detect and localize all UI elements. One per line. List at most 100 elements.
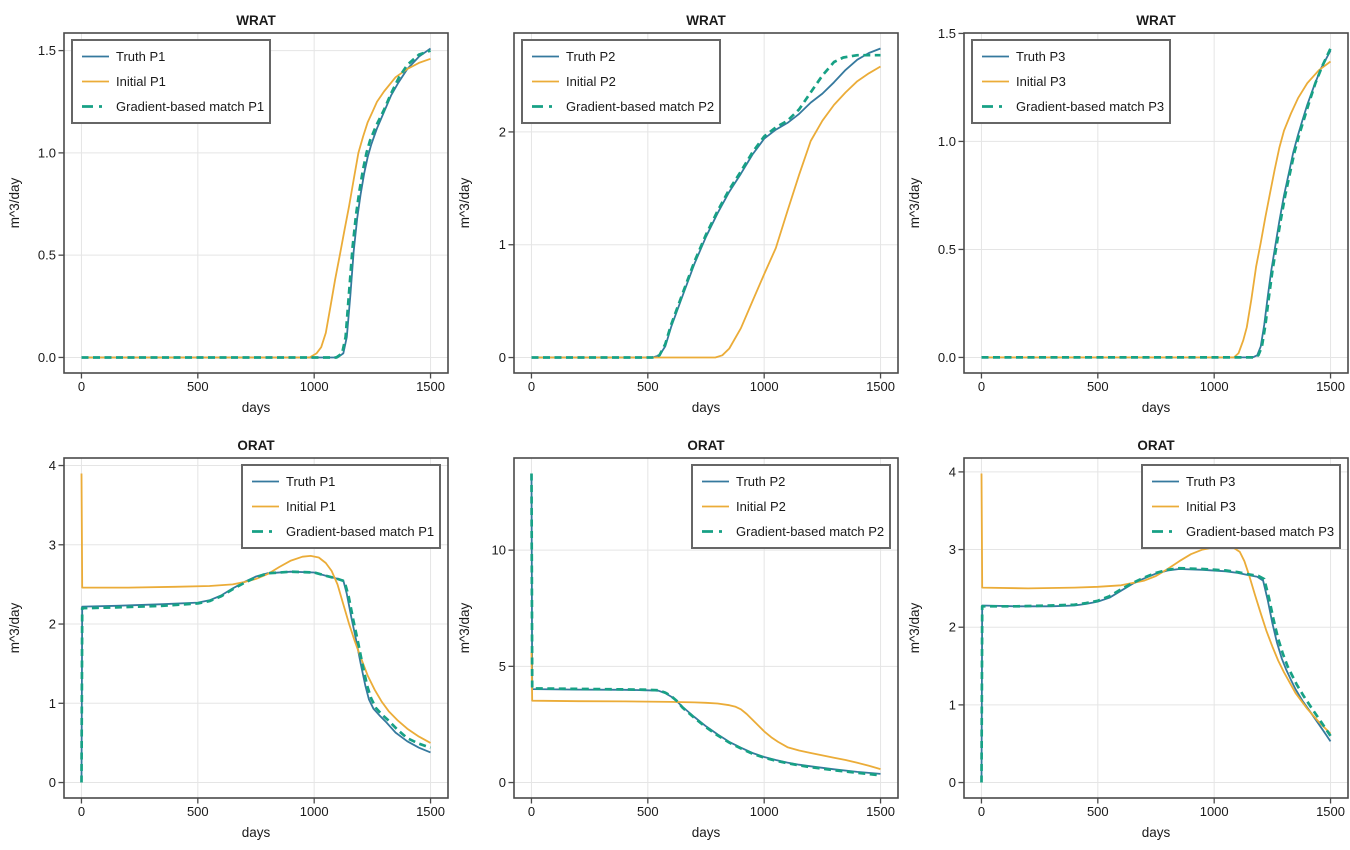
x-tick-label: 500 xyxy=(637,379,659,394)
y-tick-label: 3 xyxy=(949,542,956,557)
subplot-wrat-p3: 0 500 1000 1500 0.0 0.5 1.0 1.5 WRAT days m^3/day T… xyxy=(900,0,1350,425)
legend: Truth P1 Initial P1 Gradient-based match P… xyxy=(71,39,271,124)
legend-label: Gradient-based match P2 xyxy=(736,524,884,539)
x-tick-label: 1500 xyxy=(416,379,445,394)
plot-svg: 0 500 1000 1500 0.0 0.5 1.0 1.5 WRAT days m^3/day T… xyxy=(0,0,450,425)
legend-label: Truth P3 xyxy=(1016,49,1065,64)
series-line-initial xyxy=(531,65,881,359)
y-axis-label: m^3/day xyxy=(457,602,472,653)
series-line-match xyxy=(531,53,881,359)
axes-spines xyxy=(963,32,1349,374)
x-tick-label: 0 xyxy=(978,379,985,394)
legend: Truth P3 Initial P3 Gradient-based match P… xyxy=(971,39,1171,124)
x-axis-label: days xyxy=(242,400,271,415)
legend: Truth P1 Initial P1 Gradient-based match P… xyxy=(241,464,441,549)
series-group xyxy=(531,47,881,359)
y-tick-label: 3 xyxy=(49,537,56,552)
x-tick-label: 1000 xyxy=(300,804,329,819)
x-tick-label: 1500 xyxy=(1316,379,1345,394)
x-axis-label: days xyxy=(1142,825,1171,840)
y-tick-label: 1 xyxy=(49,696,56,711)
y-tick-label: 2 xyxy=(499,124,506,139)
x-tick-label: 0 xyxy=(978,804,985,819)
legend-label: Initial P1 xyxy=(116,74,166,89)
y-tick-label: 5 xyxy=(499,659,506,674)
plot-title: ORAT xyxy=(1137,438,1175,453)
y-tick-label: 0.0 xyxy=(38,350,56,365)
legend-label: Truth P3 xyxy=(1186,474,1235,489)
x-tick-label: 1500 xyxy=(1316,804,1345,819)
series-line-initial xyxy=(981,60,1332,359)
x-tick-label: 500 xyxy=(637,804,659,819)
y-tick-label: 1 xyxy=(499,237,506,252)
legend: Truth P2 Initial P2 Gradient-based match P… xyxy=(691,464,891,549)
legend-label: Initial P2 xyxy=(566,74,616,89)
x-tick-label: 0 xyxy=(78,804,85,819)
plot-title: ORAT xyxy=(687,438,725,453)
x-axis-label: days xyxy=(1142,400,1171,415)
plot-svg: 0 500 1000 1500 0 1 2 3 4 ORAT days m^3/day Truth P3… xyxy=(900,425,1350,850)
subplot-wrat-p1: 0 500 1000 1500 0.0 0.5 1.0 1.5 WRAT days m^3/day T… xyxy=(0,0,450,425)
plot-title: WRAT xyxy=(236,13,276,28)
plot-title: ORAT xyxy=(237,438,275,453)
series-line-match xyxy=(980,566,1332,783)
plot-svg: 0 500 1000 1500 0.0 0.5 1.0 1.5 WRAT days m^3/day T… xyxy=(900,0,1350,425)
x-tick-label: 500 xyxy=(187,379,209,394)
series-group xyxy=(981,48,1332,359)
x-tick-label: 500 xyxy=(1087,804,1109,819)
x-axis-label: days xyxy=(692,400,721,415)
series-line-match xyxy=(530,473,881,777)
y-axis-label: m^3/day xyxy=(907,177,922,228)
legend-label: Gradient-based match P1 xyxy=(116,99,264,114)
y-tick-label: 0 xyxy=(49,775,56,790)
plot-title: WRAT xyxy=(1136,13,1176,28)
series-group xyxy=(80,473,431,783)
series-line-initial xyxy=(81,57,431,359)
subplot-orat-p1: 0 500 1000 1500 0 1 2 3 4 ORAT days m^3/day Truth P1… xyxy=(0,425,450,850)
y-tick-label: 1.0 xyxy=(938,134,956,149)
y-axis-label: m^3/day xyxy=(7,602,22,653)
plot-svg: 0 500 1000 1500 0 1 2 WRAT days m^3/day Truth P2 In… xyxy=(450,0,900,425)
y-tick-label: 1.5 xyxy=(38,43,56,58)
legend-label: Initial P3 xyxy=(1016,74,1066,89)
series-group xyxy=(81,47,432,359)
y-tick-label: 0 xyxy=(499,775,506,790)
legend-label: Truth P1 xyxy=(116,49,165,64)
axes-spines xyxy=(513,32,899,374)
x-axis-label: days xyxy=(242,825,271,840)
axes-spines xyxy=(963,457,1349,799)
y-tick-label: 0.5 xyxy=(38,248,56,263)
legend-label: Initial P3 xyxy=(1186,499,1236,514)
axes-spines xyxy=(513,457,899,799)
y-tick-label: 10 xyxy=(492,543,506,558)
x-tick-label: 1500 xyxy=(416,804,445,819)
x-tick-label: 0 xyxy=(528,379,535,394)
x-tick-label: 500 xyxy=(1087,379,1109,394)
plot-svg: 0 500 1000 1500 0 1 2 3 4 ORAT days m^3/day Truth P1… xyxy=(0,425,450,850)
legend-label: Truth P2 xyxy=(736,474,785,489)
legend-label: Gradient-based match P3 xyxy=(1186,524,1334,539)
x-tick-label: 0 xyxy=(78,379,85,394)
y-tick-label: 0.5 xyxy=(938,242,956,257)
legend-label: Truth P1 xyxy=(286,474,335,489)
axes-spines xyxy=(63,457,449,799)
legend-label: Initial P2 xyxy=(736,499,786,514)
axes-spines xyxy=(63,32,449,374)
plot-title: WRAT xyxy=(686,13,726,28)
x-tick-label: 1000 xyxy=(750,379,779,394)
subplot-orat-p3: 0 500 1000 1500 0 1 2 3 4 ORAT days m^3/day Truth P3… xyxy=(900,425,1350,850)
legend: Truth P3 Initial P3 Gradient-based match P… xyxy=(1141,464,1341,549)
legend-label: Gradient-based match P1 xyxy=(286,524,434,539)
y-tick-label: 0.0 xyxy=(938,350,956,365)
y-tick-label: 1.5 xyxy=(938,26,956,41)
y-tick-label: 4 xyxy=(949,464,956,479)
y-axis-label: m^3/day xyxy=(457,177,472,228)
y-tick-label: 2 xyxy=(49,617,56,632)
x-tick-label: 1500 xyxy=(866,379,895,394)
x-tick-label: 1000 xyxy=(300,379,329,394)
y-tick-label: 0 xyxy=(949,775,956,790)
x-tick-label: 500 xyxy=(187,804,209,819)
legend: Truth P2 Initial P2 Gradient-based match P… xyxy=(521,39,721,124)
y-tick-label: 2 xyxy=(949,620,956,635)
y-axis-label: m^3/day xyxy=(907,602,922,653)
